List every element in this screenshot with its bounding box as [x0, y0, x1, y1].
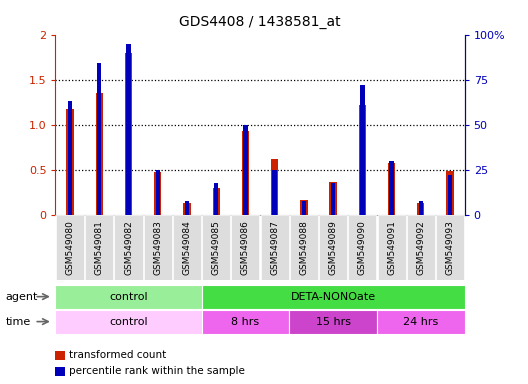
Bar — [448, 175, 452, 215]
Text: 24 hrs: 24 hrs — [403, 316, 438, 327]
FancyBboxPatch shape — [173, 215, 201, 280]
Bar — [272, 170, 277, 215]
Text: GSM549087: GSM549087 — [270, 220, 279, 275]
FancyBboxPatch shape — [319, 215, 347, 280]
Text: GSM549091: GSM549091 — [387, 220, 396, 275]
Bar — [388, 163, 395, 215]
Text: GSM549089: GSM549089 — [328, 220, 337, 275]
FancyBboxPatch shape — [55, 310, 202, 334]
Bar — [242, 131, 249, 215]
Bar — [301, 200, 306, 215]
Text: 8 hrs: 8 hrs — [231, 316, 259, 327]
Bar — [154, 172, 162, 215]
Bar — [55, 367, 65, 376]
Bar — [214, 182, 219, 215]
Bar — [329, 182, 337, 215]
Bar — [68, 101, 72, 215]
Text: GSM549083: GSM549083 — [153, 220, 162, 275]
FancyBboxPatch shape — [377, 310, 465, 334]
Bar — [417, 203, 425, 215]
Text: DETA-NONOate: DETA-NONOate — [290, 291, 376, 302]
Bar — [183, 203, 191, 215]
Bar — [126, 44, 131, 215]
Bar — [96, 93, 103, 215]
Text: GSM549088: GSM549088 — [299, 220, 308, 275]
Bar — [156, 170, 160, 215]
Bar — [185, 200, 189, 215]
FancyBboxPatch shape — [202, 310, 289, 334]
Text: control: control — [109, 316, 148, 327]
Bar — [271, 159, 278, 215]
Text: percentile rank within the sample: percentile rank within the sample — [69, 366, 244, 376]
FancyBboxPatch shape — [55, 285, 202, 309]
FancyBboxPatch shape — [202, 215, 230, 280]
Bar — [243, 125, 248, 215]
Text: GSM549090: GSM549090 — [358, 220, 367, 275]
Bar — [67, 109, 74, 215]
FancyBboxPatch shape — [202, 285, 465, 309]
FancyBboxPatch shape — [261, 215, 289, 280]
Bar — [446, 171, 454, 215]
FancyBboxPatch shape — [378, 215, 406, 280]
Bar — [55, 351, 65, 360]
FancyBboxPatch shape — [231, 215, 259, 280]
Text: GSM549092: GSM549092 — [416, 220, 425, 275]
Bar — [300, 200, 307, 215]
Text: GSM549084: GSM549084 — [183, 220, 192, 275]
Text: GSM549081: GSM549081 — [95, 220, 104, 275]
FancyBboxPatch shape — [56, 215, 84, 280]
Text: GSM549082: GSM549082 — [124, 220, 133, 275]
Text: agent: agent — [5, 291, 37, 302]
FancyBboxPatch shape — [289, 310, 377, 334]
FancyBboxPatch shape — [436, 215, 464, 280]
Bar — [213, 188, 220, 215]
Text: transformed count: transformed count — [69, 350, 166, 360]
Bar — [331, 182, 335, 215]
FancyBboxPatch shape — [290, 215, 318, 280]
FancyBboxPatch shape — [144, 215, 172, 280]
Text: GSM549085: GSM549085 — [212, 220, 221, 275]
FancyBboxPatch shape — [348, 215, 376, 280]
Bar — [419, 200, 423, 215]
Text: 15 hrs: 15 hrs — [316, 316, 351, 327]
FancyBboxPatch shape — [407, 215, 435, 280]
Bar — [97, 63, 101, 215]
Text: control: control — [109, 291, 148, 302]
FancyBboxPatch shape — [85, 215, 114, 280]
Text: GSM549093: GSM549093 — [446, 220, 455, 275]
Text: GDS4408 / 1438581_at: GDS4408 / 1438581_at — [179, 15, 341, 29]
Text: GSM549086: GSM549086 — [241, 220, 250, 275]
Bar — [359, 105, 366, 215]
Bar — [360, 85, 364, 215]
Text: GSM549080: GSM549080 — [65, 220, 74, 275]
Bar — [125, 53, 132, 215]
Bar — [389, 161, 394, 215]
FancyBboxPatch shape — [115, 215, 143, 280]
Text: time: time — [5, 316, 31, 327]
